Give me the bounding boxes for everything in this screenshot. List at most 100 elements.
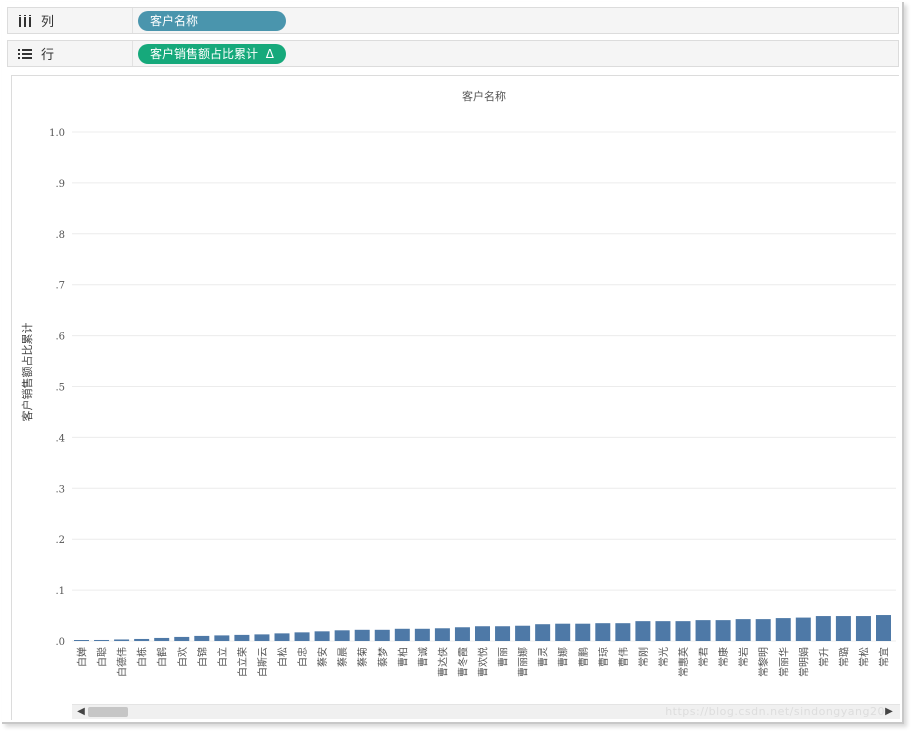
y-tick-label: .9 xyxy=(55,179,65,190)
bar[interactable] xyxy=(595,623,611,641)
columns-icon xyxy=(17,14,33,28)
bar[interactable] xyxy=(94,639,110,641)
rows-shelf: 行 客户销售额占比累计 Δ xyxy=(7,40,899,67)
x-tick-label: 曹灵 xyxy=(537,647,550,667)
x-tick-label: 曹诚 xyxy=(416,647,429,667)
bar[interactable] xyxy=(154,637,170,641)
table-calc-delta-icon: Δ xyxy=(265,47,274,61)
scroll-left-icon[interactable]: ◀ xyxy=(77,706,85,717)
x-tick-label: 常光 xyxy=(657,647,670,667)
x-tick-label: 常丽华 xyxy=(777,647,790,677)
bar[interactable] xyxy=(354,629,370,641)
y-tick-label: .3 xyxy=(55,484,65,495)
bar[interactable] xyxy=(635,621,651,641)
rows-pill-text: 客户销售额占比累计 xyxy=(150,47,259,61)
columns-pill-text: 客户名称 xyxy=(150,14,199,28)
bar[interactable] xyxy=(815,616,831,641)
bar[interactable] xyxy=(234,634,250,641)
bar[interactable] xyxy=(374,629,390,641)
horizontal-scrollbar[interactable]: ◀ ▶ xyxy=(72,704,900,719)
scroll-thumb[interactable] xyxy=(88,707,128,717)
x-tick-label: 白锦 xyxy=(196,647,209,667)
bar[interactable] xyxy=(194,635,210,641)
x-tick-label: 白聪 xyxy=(96,647,109,667)
watermark: https://blog.csdn.net/sindongyang20 xyxy=(665,705,885,718)
x-tick-label: 曹柏 xyxy=(396,647,409,667)
bar[interactable] xyxy=(835,616,851,641)
columns-label-text: 列 xyxy=(41,15,55,30)
x-tick-label: 常黎明 xyxy=(757,647,770,677)
x-tick-label: 曹达侠 xyxy=(436,647,449,677)
x-tick-label: 常松 xyxy=(857,647,870,667)
x-tick-label: 常岩 xyxy=(737,647,750,667)
bars xyxy=(74,615,891,641)
bar[interactable] xyxy=(775,618,791,641)
bar[interactable] xyxy=(515,625,531,641)
bar[interactable] xyxy=(535,624,551,641)
x-tick-label: 白德伟 xyxy=(116,647,129,677)
bar[interactable] xyxy=(795,617,811,641)
columns-shelf-label: 列 xyxy=(8,8,133,33)
rows-shelf-label: 行 xyxy=(8,41,133,66)
bar[interactable] xyxy=(755,619,771,641)
x-tick-label: 常宜 xyxy=(878,647,891,667)
bar[interactable] xyxy=(134,638,150,641)
bar[interactable] xyxy=(414,628,430,641)
x-tick-label: 白鹤 xyxy=(156,647,169,667)
bar[interactable] xyxy=(575,623,591,641)
bar[interactable] xyxy=(876,615,891,641)
bar[interactable] xyxy=(294,632,310,641)
bar[interactable] xyxy=(715,620,731,641)
bar[interactable] xyxy=(475,626,490,641)
x-tick-label: 曹冬霞 xyxy=(456,647,469,677)
bar[interactable] xyxy=(855,616,871,641)
columns-shelf: 列 客户名称 xyxy=(7,7,899,34)
y-tick-label: .1 xyxy=(55,586,65,597)
rows-pill-cumulative-share[interactable]: 客户销售额占比累计 Δ xyxy=(138,44,286,64)
x-tick-labels: 白婵 白聪 白德伟 白栋 白鹤 白欢 白锦 白立 白立荣 白斯云 白松 白忠 蔡安 蔡晨 蔡菊 蔡梦 曹柏 曹诚曹… xyxy=(76,647,891,677)
x-tick-label: 常璐 xyxy=(837,647,850,667)
x-tick-label: 白栋 xyxy=(136,647,149,667)
columns-pill-customer-name[interactable]: 客户名称 xyxy=(138,11,286,31)
bar[interactable] xyxy=(735,619,751,641)
y-tick-label: 1.0 xyxy=(49,128,65,139)
bar[interactable] xyxy=(114,639,130,641)
bar[interactable] xyxy=(675,621,691,641)
chart-title: 客户名称 xyxy=(462,89,506,103)
bar[interactable] xyxy=(495,626,511,641)
bar[interactable] xyxy=(394,628,410,641)
x-tick-label: 曹琼 xyxy=(597,647,610,667)
bar-chart: 1.0.9.8.7.6.5.4.3.2.1.0 白婵 白聪 白德伟 白栋 白鹤 白欢 白锦白… xyxy=(20,89,896,677)
x-tick-label: 蔡安 xyxy=(316,647,329,667)
x-tick-label: 常刚 xyxy=(637,647,650,667)
visualization-area: 1.0.9.8.7.6.5.4.3.2.1.0 白婵 白聪 白德伟 白栋 白鹤 白欢 白锦白… xyxy=(11,75,900,720)
x-tick-label: 白婵 xyxy=(76,647,89,667)
y-tick-label: .2 xyxy=(55,535,65,546)
x-tick-label: 白斯云 xyxy=(256,647,269,677)
bar[interactable] xyxy=(314,631,330,641)
bar[interactable] xyxy=(615,623,631,641)
x-tick-label: 白忠 xyxy=(296,647,309,667)
x-tick-label: 白松 xyxy=(276,647,289,667)
bar[interactable] xyxy=(174,636,190,641)
y-tick-labels: 1.0 .9 .8 .7 .6 .5 .4 .3 .2 .1 .0 xyxy=(49,128,65,648)
rows-icon xyxy=(17,47,33,61)
bar[interactable] xyxy=(695,620,711,641)
bar[interactable] xyxy=(434,628,450,641)
bar[interactable] xyxy=(334,630,350,641)
bar[interactable] xyxy=(214,635,230,641)
x-tick-label: 蔡晨 xyxy=(336,647,349,667)
x-tick-label: 常升 xyxy=(817,647,830,667)
grid-lines xyxy=(72,131,896,642)
bar[interactable] xyxy=(254,634,270,641)
bar[interactable] xyxy=(274,633,290,641)
x-tick-label: 蔡菊 xyxy=(356,647,369,667)
bar[interactable] xyxy=(74,640,89,641)
x-tick-label: 曹欢悦 xyxy=(477,647,490,677)
x-tick-label: 蔡梦 xyxy=(376,647,389,667)
y-tick-label: .5 xyxy=(55,383,65,394)
bar[interactable] xyxy=(655,621,671,641)
bar[interactable] xyxy=(555,623,571,641)
scroll-right-icon[interactable]: ▶ xyxy=(885,706,893,717)
bar[interactable] xyxy=(454,627,470,641)
